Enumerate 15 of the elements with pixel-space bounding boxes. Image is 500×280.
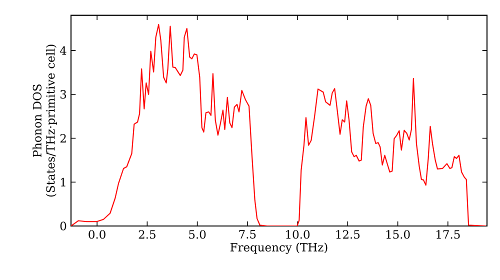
y-tick-label: 2 <box>60 134 66 142</box>
x-tick-label: 5.0 <box>189 230 206 239</box>
y-tick-label: 1 <box>61 178 66 186</box>
x-tick-label: 17.5 <box>436 230 460 239</box>
y-tick-label: 4 <box>60 46 66 55</box>
x-tick-label: 2.5 <box>138 230 156 239</box>
x-tick-label: 0.0 <box>88 230 106 239</box>
y-tick-label: 3 <box>60 90 66 99</box>
x-tick-label: 7.5 <box>239 230 256 239</box>
x-tick-label: 15.0 <box>386 230 410 239</box>
x-axis-title: Frequency (THz) <box>230 242 328 254</box>
x-tick-label: 12.5 <box>336 230 360 239</box>
y-tick-label: 0 <box>60 222 66 230</box>
x-tick-label: 10.0 <box>286 230 310 239</box>
y-axis-title: Phonon DOS (States/THz·primitive cell) <box>32 44 58 197</box>
